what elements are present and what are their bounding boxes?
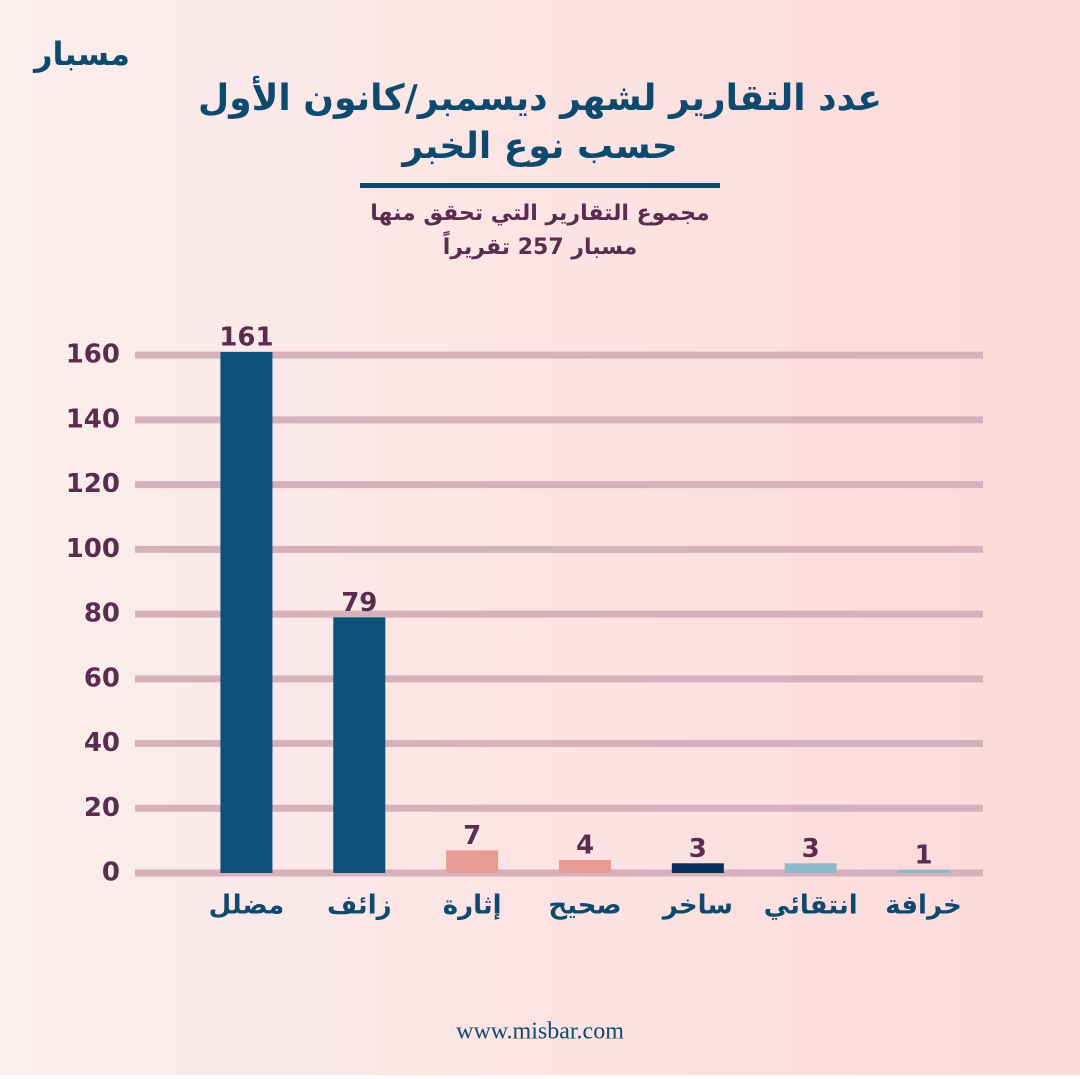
y-tick-label: 80 [84, 599, 120, 629]
y-tick-label: 60 [84, 663, 120, 693]
x-tick-label: إثارة [443, 891, 502, 921]
bar [559, 860, 611, 873]
bar [333, 617, 386, 873]
data-label: 1 [915, 840, 933, 870]
bar [671, 863, 724, 873]
data-label: 161 [219, 322, 273, 352]
data-label: 3 [802, 834, 820, 864]
y-tick-label: 120 [66, 469, 120, 499]
data-label: 3 [689, 834, 707, 864]
footer-url: www.misbar.com [456, 1019, 624, 1045]
y-tick-label: 160 [66, 340, 120, 370]
y-tick-label: 140 [66, 404, 120, 434]
x-tick-label: خرافة [885, 891, 962, 921]
x-tick-label: زائف [327, 891, 392, 921]
data-label: 79 [341, 588, 377, 618]
bar [446, 850, 499, 873]
bar [784, 863, 837, 873]
data-label: 4 [576, 831, 594, 861]
y-tick-label: 40 [84, 728, 120, 758]
x-tick-label: انتقائي [764, 891, 858, 921]
data-label: 7 [463, 821, 481, 851]
brand-logo: مسبار [32, 35, 130, 73]
y-tick-label: 20 [84, 793, 120, 823]
bar [220, 351, 273, 874]
divider [360, 183, 720, 188]
chart-subtitle: مسبار 257 تقريراً [443, 230, 637, 260]
y-tick-label: 0 [102, 858, 120, 888]
chart-title: عدد التقارير لشهر ديسمبر/كانون الأول [198, 75, 882, 119]
x-tick-label: صحيح [548, 891, 621, 921]
x-tick-label: مضلل [209, 891, 285, 921]
y-tick-label: 100 [66, 534, 120, 564]
x-tick-label: ساخر [661, 891, 733, 921]
chart-subtitle: مجموع التقارير التي تحقق منها [370, 201, 709, 226]
chart-title: حسب نوع الخبر [400, 126, 677, 167]
bar [897, 869, 950, 873]
